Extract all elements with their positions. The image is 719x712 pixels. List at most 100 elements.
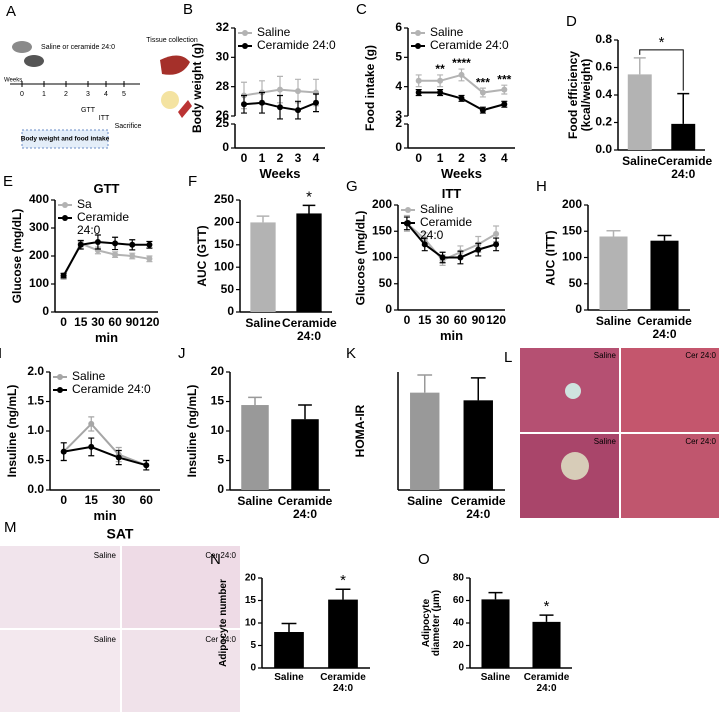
x-tick-label: Ceramide 24:0 [277, 494, 333, 521]
y-tick-label: 150 [372, 223, 392, 237]
bar [328, 599, 358, 668]
y-axis-title: Insuline (ng/mL) [4, 384, 19, 478]
data-point [146, 241, 153, 248]
legend-marker [62, 215, 68, 221]
image-label: Saline [94, 635, 117, 644]
error-bar [657, 234, 672, 241]
legend-marker [415, 43, 421, 49]
chart-title: ITT [441, 186, 462, 201]
y-axis-title: Food intake (g) [362, 45, 377, 131]
y-axis-title: HOMA-IR [352, 404, 367, 458]
week-label: 2 [64, 91, 68, 98]
panel-label: F [188, 173, 198, 190]
y-tick-label: 0.0 [27, 482, 44, 496]
data-point [94, 239, 101, 245]
muscle-icon [178, 100, 192, 118]
significance: * [340, 572, 346, 589]
x-axis-title: min [93, 508, 117, 523]
y-axis-title: Food efficiency (kcal/weight) [566, 51, 593, 140]
y-tick-label: 200 [562, 197, 582, 211]
x-tick-label: Saline [480, 672, 511, 683]
image-label: Cer 24:0 [205, 551, 236, 560]
x-tick-label: Saline [274, 672, 304, 683]
x-tick-label: Ceramide 24:0 [282, 316, 337, 343]
data-point [241, 101, 247, 108]
x-tick-label: 30 [436, 313, 450, 327]
sacrifice-label: Sacrifice [115, 123, 142, 130]
error-bar [248, 396, 262, 406]
x-axis-title: min [94, 330, 119, 345]
y-tick-label: 1.5 [27, 394, 44, 408]
panel-label: C [356, 1, 367, 18]
data-point [479, 89, 486, 96]
data-point [313, 99, 319, 106]
x-tick-label: 2 [458, 151, 465, 165]
y-tick-label: 5 [217, 453, 224, 467]
panel-label: H [536, 178, 547, 195]
bar [599, 236, 628, 310]
y-tick-label: 400 [29, 192, 49, 206]
data-point [77, 241, 84, 248]
data-point [493, 241, 500, 248]
x-tick-label: 0 [60, 493, 67, 507]
legend-label: Saline [430, 25, 464, 39]
y-axis-title: Glucose (mg/dL) [9, 208, 24, 304]
panel-label: L [504, 349, 512, 366]
x-tick-label: 30 [91, 315, 105, 329]
y-tick-label: 15 [211, 394, 225, 408]
legend-marker [415, 30, 421, 36]
y-tick-label: 30 [216, 50, 230, 64]
bar [274, 632, 304, 668]
data-point [457, 254, 464, 261]
x-tick-label: 4 [501, 151, 508, 165]
mouse-icon [12, 41, 32, 53]
timeline-label: Weeks [4, 78, 22, 84]
y-tick-label: 28 [216, 79, 230, 93]
significance: ** [435, 62, 445, 76]
series-line [62, 240, 150, 277]
significance: *** [476, 75, 490, 89]
legend-marker [57, 374, 63, 380]
panel-label: K [346, 345, 357, 362]
y-tick-label: 150 [214, 237, 234, 251]
x-tick-label: Ceramide 24:0 [320, 672, 366, 694]
panel-label: I [0, 345, 3, 362]
legend-label: Ceramide 24:0 [257, 38, 336, 52]
data-point [437, 77, 444, 84]
error-bar [539, 614, 554, 622]
y-tick-label: 200 [372, 197, 392, 211]
y-tick-label: 250 [214, 192, 234, 206]
y-tick-label: 0.0 [595, 142, 612, 156]
week-label: 5 [122, 91, 126, 98]
bar [291, 419, 319, 490]
gtt-label: GTT [81, 107, 96, 114]
x-tick-label: 90 [472, 313, 486, 327]
legend-marker [62, 202, 68, 208]
panel-label: G [346, 178, 358, 195]
x-tick-label: 3 [480, 151, 487, 165]
week-label: 1 [42, 91, 46, 98]
y-axis-title: Adipocyte number [217, 579, 229, 667]
y-tick-label: 6 [395, 20, 402, 34]
x-tick-label: 120 [486, 313, 506, 327]
data-point [475, 246, 482, 253]
bar [250, 222, 276, 312]
x-tick-label: 60 [454, 313, 468, 327]
fat-icon [161, 91, 179, 109]
y-axis-title: Body weight (g) [189, 43, 204, 133]
data-point [493, 230, 500, 237]
y-tick-label: 10 [245, 618, 257, 629]
data-point [129, 241, 136, 248]
legend-label: Saline [72, 369, 106, 383]
data-point [439, 254, 446, 261]
x-tick-label: Ceramide 24:0 [450, 494, 506, 521]
y-tick-label: 5 [250, 640, 256, 651]
y-tick-label: 100 [372, 250, 392, 264]
x-tick-label: 15 [85, 493, 99, 507]
data-point [501, 86, 508, 93]
histology-image [621, 348, 719, 432]
x-tick-label: Ceramide 24:0 [637, 314, 692, 341]
legend-label: Sa [77, 197, 92, 211]
legend-label: Ceramide 24:0 [77, 210, 130, 237]
